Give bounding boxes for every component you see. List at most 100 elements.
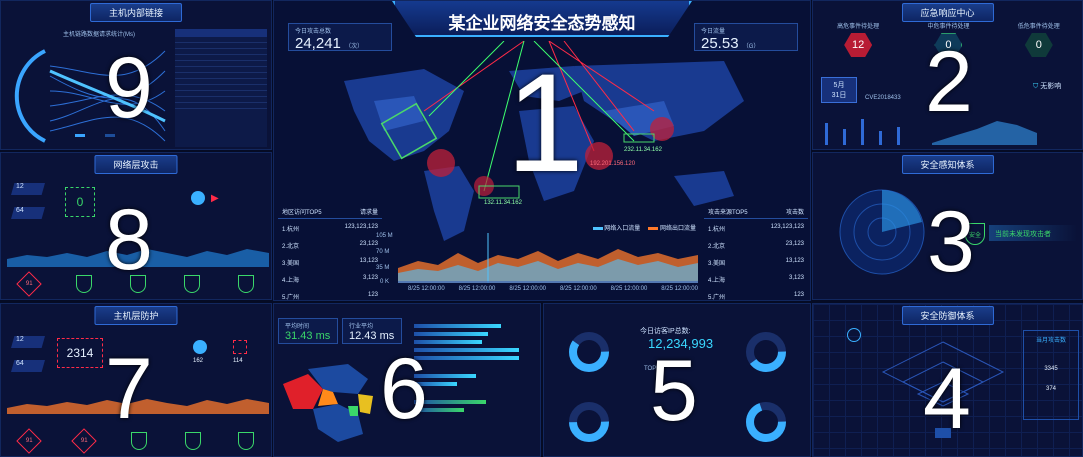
hex-mid: 中危事件待处理 0: [913, 21, 983, 57]
shield-icon: [238, 432, 255, 450]
source-row-value: 123: [793, 292, 804, 298]
region-top5-table: 地区访问TOP5 请求量 1.杭州 123,123,123 2.北京 23,123 …: [278, 205, 382, 301]
ip-badge: 64: [11, 207, 45, 219]
ip-badge: 64: [11, 360, 45, 372]
y-tick: 0 K: [380, 279, 390, 285]
region-row-label: 3.美国: [282, 261, 300, 267]
region-row-value: 13,123: [359, 258, 378, 264]
hex-high: 高危事件待处理 12: [823, 21, 893, 57]
stat-label: 当月攻击数: [1035, 338, 1066, 344]
globe-icon: [847, 328, 861, 342]
region-row-label: 4.上海: [282, 278, 300, 284]
panel-host-internal-links: 主机内部链接 主机链路数据请求统计(Ms) 9: [0, 0, 272, 150]
defense-diagram: [881, 341, 1005, 438]
source-row-label: 2.北京: [708, 244, 726, 250]
stat-box: 当月攻击数 3345 374: [1023, 330, 1079, 420]
x-tick: 8/25 12:00:00: [509, 286, 547, 292]
value-b: 114: [233, 358, 243, 364]
top5-label: TOP5: [644, 366, 660, 372]
source-row-value: 13,123: [785, 258, 804, 264]
radar: [839, 189, 925, 275]
shield-icon: [130, 275, 146, 293]
panel-security-defense: 安全防御体系 当月攻击数 3345 374 4: [812, 303, 1083, 457]
donut-charts: [569, 332, 786, 442]
panel-number: 8: [105, 192, 153, 288]
source-row-label: 4.上海: [708, 278, 726, 284]
panel-response-time: 平均时间 31.43 ms 行业平均 12.43 ms 6: [273, 303, 541, 457]
shield-icon: [184, 275, 200, 293]
host-link-table: [175, 29, 267, 147]
panel-number: 1: [506, 44, 584, 201]
counter-box: 2314: [57, 338, 103, 368]
source-row-value: 123,123,123: [770, 224, 804, 230]
y-tick: 70 M: [376, 249, 390, 255]
region-row-value: 123,123,123: [344, 224, 378, 230]
panel-network-attack: 网络层攻击 12 64 0 ▶ 91 8: [0, 152, 272, 300]
panel-situation-map: 某企业网络安全态势感知 今日攻击总数 24,241 （次） 今日流量 25.53…: [273, 0, 811, 301]
shield-icon: [184, 432, 201, 450]
attack-area-chart: [7, 249, 269, 267]
source-top5-table: 攻击来源TOP5 攻击数 1.杭州 123,123,123 2.北京 23,123 …: [704, 205, 808, 300]
legend-outbound: 网络出口流量: [648, 223, 696, 232]
shield-icon: [76, 275, 92, 293]
china-map: [283, 364, 373, 442]
title-bar: [392, 1, 692, 37]
panel-number: 9: [105, 40, 153, 136]
panel-title: 安全感知体系: [901, 155, 994, 174]
legend-inbound: 网络入口流量: [592, 223, 640, 232]
alert-diamond: 91: [71, 428, 98, 454]
traffic-chart: 网络入口流量 网络出口流量 105 M 70 M 35 M 0 K 8/25 1…: [376, 223, 702, 299]
alert-diamond: 91: [16, 271, 42, 297]
region-row-label: 5.广州: [282, 295, 300, 301]
ip-label-2: 192.201.156.120: [590, 161, 636, 167]
cve-id: CVE2018433: [865, 95, 901, 101]
shield-icon: [130, 432, 147, 450]
source-row-value: 3,123: [788, 275, 804, 281]
region-row-value: 23,123: [359, 241, 378, 247]
source-row-label: 3.美国: [708, 261, 726, 267]
region-row-value: 123: [367, 292, 378, 298]
hex-row: 高危事件待处理 12 中危事件待处理 0 低危事件待处理 0: [813, 21, 1082, 57]
industry-avg-card: 行业平均 12.43 ms: [342, 318, 402, 344]
ip-badge: 12: [11, 183, 45, 195]
alert-row: 91: [1, 271, 271, 297]
x-tick: 8/25 12:00:00: [661, 286, 698, 292]
counter-box: 0: [65, 187, 95, 217]
source-top5-header-value: 攻击数: [785, 210, 804, 216]
x-tick: 8/25 12:00:00: [458, 286, 496, 292]
source-row-label: 1.杭州: [708, 227, 726, 233]
response-charts: [825, 119, 1037, 145]
target-icon: [233, 340, 247, 354]
today-traffic-unit: （G）: [742, 44, 760, 50]
ip-label-3: 132.11.34.162: [484, 200, 522, 206]
shield-badge: 安全: [965, 223, 985, 245]
today-attacks-unit: （次）: [345, 44, 364, 50]
x-tick: 8/25 12:00:00: [559, 286, 597, 292]
panel-host-protection: 主机层防护 12 64 2314 162 114 91 91 7: [0, 303, 272, 457]
panel-title: 主机层防护: [94, 306, 178, 325]
safe-status: ⛉ 无影响: [1033, 83, 1062, 90]
date-card: 5月 31日: [821, 77, 857, 103]
region-row-label: 2.北京: [282, 244, 300, 250]
panel-title: 应急响应中心: [901, 3, 994, 22]
hex-low: 低危事件待处理 0: [1004, 21, 1074, 57]
arrow-right-icon: ▶: [211, 193, 219, 204]
region-top5-header-value: 请求量: [359, 210, 378, 216]
stat-value-b: 374: [1045, 386, 1056, 392]
shield-icon: [238, 275, 254, 293]
region-row-value: 3,123: [362, 275, 378, 281]
avg-time-card: 平均时间 31.43 ms: [278, 318, 338, 344]
host-area-chart: [7, 399, 269, 414]
traffic-area: [398, 233, 698, 283]
shield-check-icon: ⛉: [1033, 83, 1039, 90]
today-attacks-value: 24,241: [295, 35, 341, 52]
panel-number: 3: [927, 194, 975, 290]
panel-title: 安全防御体系: [901, 306, 994, 325]
alert-row: 91 91: [1, 428, 271, 454]
panel-number: 6: [380, 341, 428, 437]
today-traffic-value: 25.53: [701, 35, 739, 52]
panel-number: 5: [650, 343, 698, 439]
panel-title: 主机内部链接: [89, 3, 183, 22]
bar-list: [414, 320, 538, 416]
alert-diamond: 91: [16, 428, 42, 454]
